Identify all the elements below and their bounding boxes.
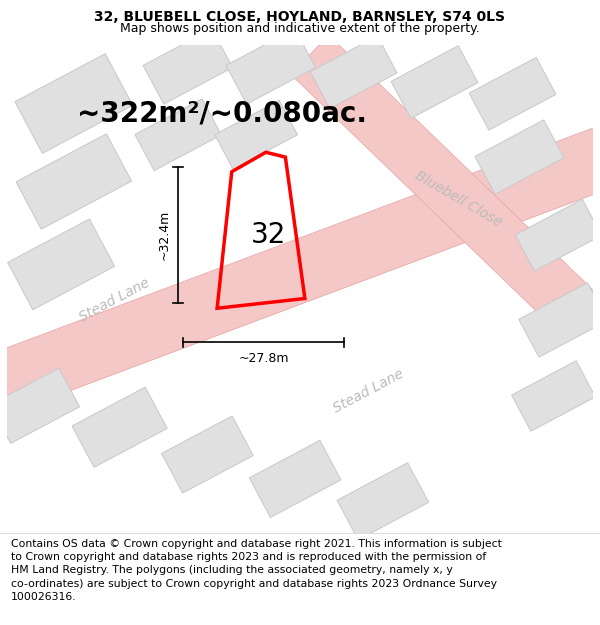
Polygon shape (250, 440, 341, 518)
Polygon shape (337, 462, 428, 540)
Polygon shape (215, 101, 298, 169)
Polygon shape (310, 36, 397, 109)
Polygon shape (15, 54, 133, 153)
Text: 32: 32 (251, 221, 286, 249)
Polygon shape (0, 125, 600, 418)
Polygon shape (226, 29, 316, 104)
Polygon shape (161, 416, 253, 493)
Polygon shape (8, 219, 115, 310)
Text: Map shows position and indicative extent of the property.: Map shows position and indicative extent… (120, 22, 480, 35)
Polygon shape (469, 58, 556, 130)
Polygon shape (16, 134, 131, 229)
Text: Stead Lane: Stead Lane (331, 367, 406, 416)
Text: ~322m²/~0.080ac.: ~322m²/~0.080ac. (77, 99, 367, 127)
Polygon shape (515, 199, 600, 271)
Polygon shape (391, 46, 478, 118)
Polygon shape (512, 361, 595, 431)
Polygon shape (291, 35, 600, 338)
Polygon shape (135, 99, 221, 171)
Text: ~27.8m: ~27.8m (238, 352, 289, 365)
Polygon shape (143, 29, 233, 104)
Text: Contains OS data © Crown copyright and database right 2021. This information is : Contains OS data © Crown copyright and d… (11, 539, 502, 602)
Polygon shape (475, 120, 564, 194)
Text: ~32.4m: ~32.4m (157, 210, 170, 260)
Text: Stead Lane: Stead Lane (77, 276, 152, 325)
Polygon shape (0, 368, 80, 443)
Polygon shape (519, 282, 600, 357)
Polygon shape (72, 387, 167, 468)
Text: 32, BLUEBELL CLOSE, HOYLAND, BARNSLEY, S74 0LS: 32, BLUEBELL CLOSE, HOYLAND, BARNSLEY, S… (95, 10, 505, 24)
Text: Bluebell Close: Bluebell Close (412, 169, 504, 229)
